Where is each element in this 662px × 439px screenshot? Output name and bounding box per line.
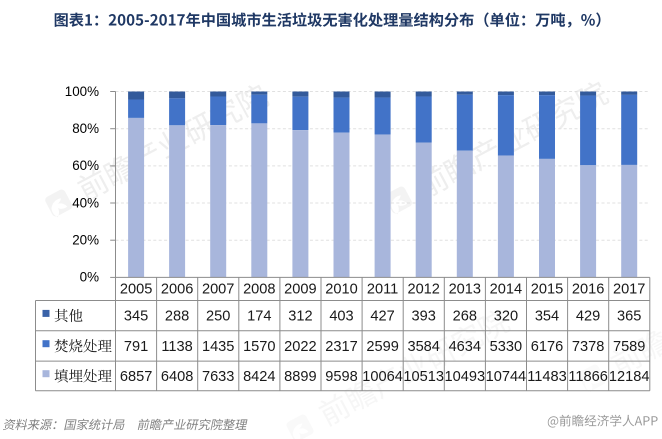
svg-text:2011: 2011: [367, 282, 398, 298]
svg-text:2013: 2013: [449, 282, 481, 298]
svg-text:312: 312: [288, 309, 312, 325]
svg-text:2317: 2317: [325, 339, 357, 355]
svg-text:100%: 100%: [65, 84, 99, 99]
svg-text:10493: 10493: [445, 369, 486, 385]
svg-text:7378: 7378: [572, 339, 604, 355]
svg-text:1435: 1435: [202, 339, 234, 355]
svg-text:3584: 3584: [407, 339, 439, 355]
svg-text:10744: 10744: [486, 369, 527, 385]
svg-text:2009: 2009: [284, 282, 316, 298]
svg-text:6857: 6857: [120, 369, 152, 385]
svg-text:2599: 2599: [366, 339, 398, 355]
svg-text:7589: 7589: [613, 339, 645, 355]
svg-text:1570: 1570: [243, 339, 275, 355]
svg-text:288: 288: [165, 309, 189, 325]
svg-text:345: 345: [124, 309, 148, 325]
svg-text:10513: 10513: [403, 369, 444, 385]
svg-text:60%: 60%: [72, 158, 99, 173]
svg-text:791: 791: [124, 339, 148, 355]
svg-text:40%: 40%: [72, 195, 99, 210]
svg-text:2005: 2005: [120, 282, 152, 298]
svg-text:2008: 2008: [243, 282, 275, 298]
svg-text:427: 427: [370, 309, 394, 325]
svg-text:174: 174: [247, 309, 271, 325]
svg-text:7633: 7633: [202, 369, 234, 385]
svg-text:2007: 2007: [202, 282, 234, 298]
svg-text:354: 354: [535, 309, 559, 325]
svg-text:6408: 6408: [161, 369, 193, 385]
svg-text:6176: 6176: [531, 339, 563, 355]
svg-text:2015: 2015: [531, 282, 563, 298]
svg-text:429: 429: [576, 309, 600, 325]
svg-text:9598: 9598: [325, 369, 357, 385]
svg-text:250: 250: [206, 309, 230, 325]
svg-text:2006: 2006: [161, 282, 193, 298]
svg-text:2016: 2016: [572, 282, 604, 298]
svg-text:80%: 80%: [72, 121, 99, 136]
svg-text:403: 403: [329, 309, 353, 325]
svg-text:365: 365: [617, 309, 641, 325]
svg-text:2012: 2012: [407, 282, 439, 298]
svg-text:1138: 1138: [161, 339, 192, 355]
svg-text:320: 320: [494, 309, 518, 325]
svg-text:4634: 4634: [449, 339, 481, 355]
svg-text:20%: 20%: [72, 233, 99, 248]
svg-text:268: 268: [453, 309, 477, 325]
svg-text:11483: 11483: [527, 369, 567, 385]
svg-text:8424: 8424: [243, 369, 275, 385]
svg-text:10064: 10064: [362, 369, 403, 385]
svg-text:2022: 2022: [284, 339, 316, 355]
svg-text:5330: 5330: [490, 339, 522, 355]
svg-text:8899: 8899: [284, 369, 316, 385]
svg-text:393: 393: [412, 309, 436, 325]
svg-text:2014: 2014: [490, 282, 522, 298]
svg-text:11866: 11866: [568, 369, 608, 385]
svg-text:2017: 2017: [613, 282, 645, 298]
svg-text:2010: 2010: [325, 282, 357, 298]
svg-text:12184: 12184: [609, 369, 650, 385]
svg-text:0%: 0%: [80, 270, 99, 285]
